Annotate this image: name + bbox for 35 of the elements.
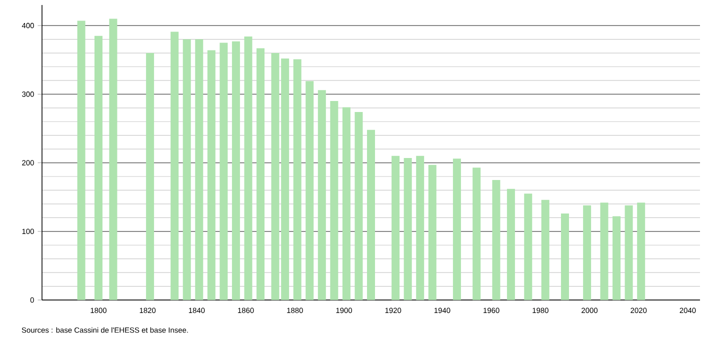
bar <box>146 53 154 300</box>
bar <box>583 205 592 300</box>
bar <box>207 50 216 300</box>
bar <box>342 107 350 300</box>
bar <box>256 48 265 300</box>
bar <box>182 39 191 300</box>
bar <box>624 205 633 300</box>
bar <box>354 112 363 300</box>
bar <box>637 202 646 300</box>
bar <box>452 158 461 300</box>
bar <box>244 36 252 300</box>
bar <box>472 168 481 300</box>
bar <box>392 156 400 300</box>
bar <box>524 194 532 300</box>
bar <box>195 39 204 300</box>
bar <box>94 36 102 300</box>
bar <box>612 216 621 300</box>
bar <box>600 202 608 300</box>
bar <box>318 90 326 300</box>
bar <box>220 42 228 300</box>
bar <box>293 59 302 300</box>
bar <box>416 156 424 300</box>
bar <box>492 180 500 300</box>
bar <box>77 20 86 300</box>
bar <box>232 41 240 300</box>
bar <box>428 164 436 300</box>
bar <box>306 81 314 300</box>
bar <box>404 158 412 300</box>
bar <box>170 32 179 300</box>
bar <box>330 101 338 300</box>
bar <box>109 18 118 300</box>
bar <box>541 200 550 300</box>
bar <box>506 188 515 300</box>
bar <box>367 130 376 300</box>
bar <box>560 214 569 300</box>
